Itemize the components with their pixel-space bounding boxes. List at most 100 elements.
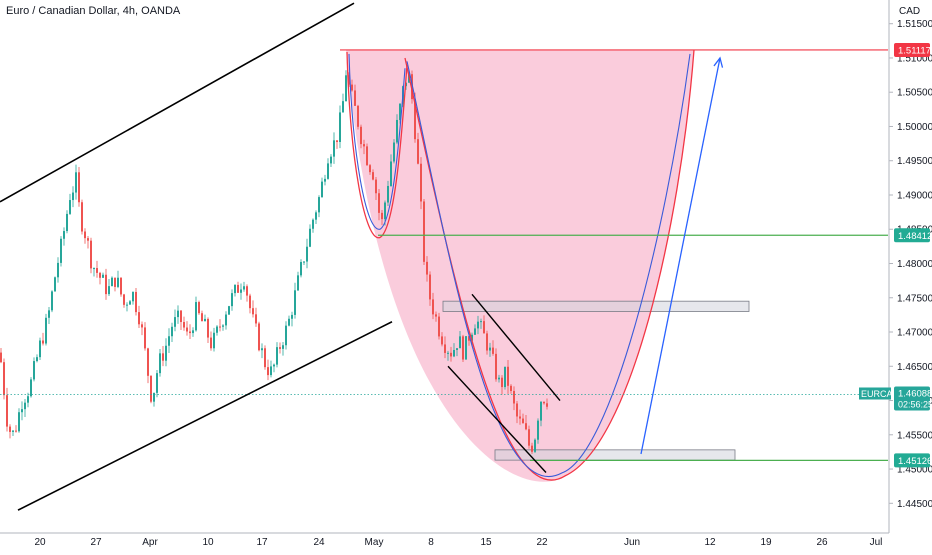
candle-body <box>234 284 236 294</box>
candle-body <box>162 353 164 361</box>
candle-body <box>300 262 302 276</box>
y-tick-label: 1.50000 <box>897 122 932 133</box>
candle-body <box>144 327 146 349</box>
candle-body <box>387 185 389 203</box>
candle-body <box>159 353 161 374</box>
candle-body <box>447 352 449 354</box>
candle-body <box>210 337 212 349</box>
candle-body <box>57 262 59 278</box>
drawings-background <box>346 49 750 482</box>
candle-body <box>216 326 218 333</box>
price-label-box <box>894 228 930 243</box>
candle-body <box>87 238 89 241</box>
candle-body <box>108 286 110 295</box>
candle-body <box>531 445 533 452</box>
chart-title: Euro / Canadian Dollar, 4h, OANDA <box>6 5 181 17</box>
candle-body <box>231 293 233 307</box>
candle-body <box>81 202 83 232</box>
candle-body <box>66 213 68 232</box>
candle-body <box>279 347 281 349</box>
candle-body <box>492 347 494 354</box>
candle-body <box>243 286 245 290</box>
candle-body <box>483 321 485 334</box>
candle-body <box>33 361 35 380</box>
candle-body <box>168 336 170 346</box>
candle-body <box>30 379 32 397</box>
candle-body <box>444 344 446 353</box>
x-tick-label: 26 <box>816 537 828 548</box>
y-tick-label: 1.45000 <box>897 465 932 476</box>
y-tick-label: 1.48000 <box>897 259 932 270</box>
candle-body <box>534 439 536 452</box>
candle-body <box>390 161 392 186</box>
price-label-box <box>894 42 930 57</box>
candle-body <box>78 172 80 203</box>
candle-body <box>141 324 143 328</box>
candle-body <box>384 202 386 220</box>
candle-body <box>342 101 344 113</box>
candle-body <box>96 268 98 273</box>
candle-body <box>357 105 359 127</box>
candle-body <box>378 193 380 213</box>
candle-body <box>471 334 473 341</box>
candle-body <box>513 390 515 404</box>
projection-arrow-line <box>640 57 721 455</box>
candle-body <box>399 103 401 120</box>
candle-body <box>498 377 500 380</box>
candle-body <box>306 246 308 262</box>
symbol-tag-text: EURCAD <box>861 389 900 399</box>
wedge-upper-line <box>471 293 561 401</box>
x-tick-label: Apr <box>142 537 158 548</box>
candle-body <box>186 327 188 332</box>
candle-body <box>438 316 440 337</box>
candle-body <box>489 347 491 351</box>
candle-body <box>480 321 482 323</box>
x-tick-label: 12 <box>704 537 716 548</box>
candle-body <box>69 200 71 214</box>
price-label-text: 1.48412 <box>898 231 932 242</box>
candle-body <box>147 348 149 376</box>
candle-body <box>12 430 14 432</box>
cup-fill <box>346 49 694 482</box>
candle-body <box>72 192 74 201</box>
candle-body <box>252 308 254 315</box>
candle-body <box>366 146 368 166</box>
candle-body <box>63 231 65 239</box>
candle-body <box>288 318 290 326</box>
y-tick-label: 1.50500 <box>897 88 932 99</box>
candle-body <box>297 275 299 291</box>
candle-body <box>396 119 398 143</box>
candle-body <box>84 231 86 239</box>
candle-body <box>336 140 338 142</box>
candle-body <box>507 366 509 386</box>
candle-body <box>348 75 350 85</box>
candle-body <box>318 197 320 213</box>
candle-body <box>510 385 512 391</box>
candle-body <box>465 336 467 360</box>
price-label-text: 1.45126 <box>898 456 932 467</box>
y-tick-label: 1.51000 <box>897 53 932 64</box>
candle-body <box>456 348 458 350</box>
candle-body <box>21 409 23 413</box>
candle-body <box>285 325 287 346</box>
candle-body <box>441 336 443 345</box>
cup-inner-left <box>348 53 406 230</box>
candle-body <box>135 291 137 313</box>
candle-body <box>291 314 293 319</box>
candle-body <box>528 429 530 446</box>
candle-body <box>519 416 521 419</box>
candle-body <box>6 395 8 427</box>
candle-body <box>219 326 221 328</box>
candle-body <box>18 412 20 432</box>
candle-body <box>105 274 107 295</box>
candle-body <box>228 306 230 315</box>
candle-body <box>39 340 41 358</box>
candle-body <box>525 423 527 430</box>
candle-body <box>417 139 419 164</box>
x-tick-label: Jun <box>624 537 640 548</box>
candle-body <box>312 219 314 229</box>
x-tick-label: Jul <box>870 537 883 548</box>
candle-body <box>0 352 2 363</box>
candle-body <box>504 366 506 388</box>
